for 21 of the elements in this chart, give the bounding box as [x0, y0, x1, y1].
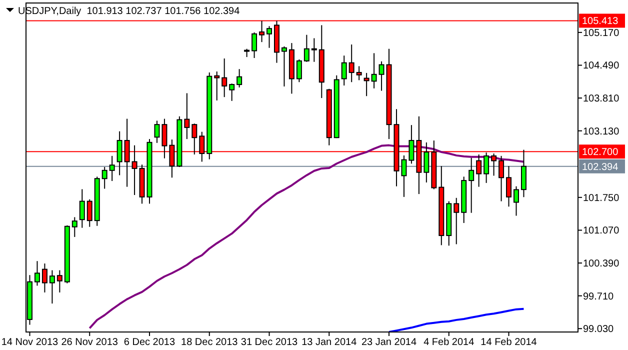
x-tick-label: 31 Dec 2013	[240, 337, 298, 348]
x-tick-label: 14 Nov 2013	[1, 337, 59, 348]
x-tick-label: 4 Feb 2014	[424, 337, 475, 348]
x-tick-label: 14 Feb 2014	[480, 337, 538, 348]
y-tick-label: 101.070	[583, 226, 620, 237]
y-tick-label: 103.130	[583, 126, 620, 138]
x-tick-label: 6 Dec 2013	[124, 337, 176, 348]
y-tick-label: 101.750	[583, 192, 620, 204]
ref-line-label: 102.394	[582, 162, 619, 173]
y-tick-label: 103.810	[583, 94, 620, 105]
x-tick-label: 26 Nov 2013	[61, 337, 118, 348]
y-tick-label: 105.170	[583, 28, 620, 39]
x-tick-label: 13 Jan 2014	[302, 337, 358, 348]
ref-line-label: 105.413	[582, 16, 619, 28]
y-tick-label: 99.710	[583, 291, 614, 302]
x-tick-label: 23 Jan 2014	[361, 337, 417, 348]
ref-line-label: 102.700	[582, 147, 619, 158]
y-tick-label: 104.490	[583, 60, 620, 72]
y-tick-label: 100.390	[583, 258, 620, 270]
y-tick-label: 99.030	[583, 324, 614, 336]
x-tick-label: 18 Dec 2013	[181, 337, 238, 348]
